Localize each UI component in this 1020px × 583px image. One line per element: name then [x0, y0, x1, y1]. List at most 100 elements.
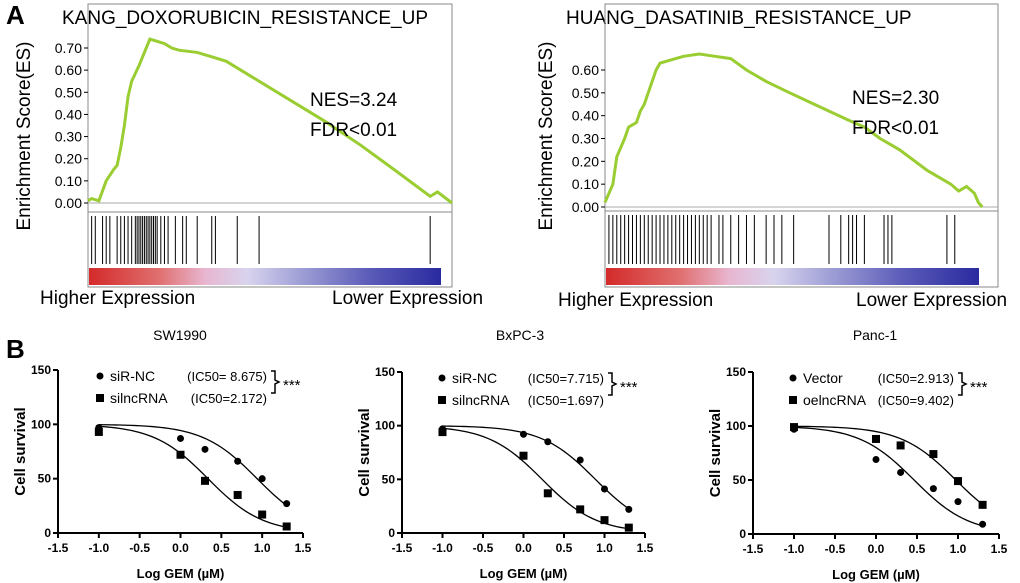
- y-tick-label: 0.00: [55, 195, 82, 211]
- y-tick-label: 0.50: [572, 85, 599, 101]
- y-axis-label: Enrichment Score(ES): [536, 41, 557, 230]
- panel-label-b: B: [6, 334, 25, 364]
- y-tick-label: 0.60: [572, 62, 599, 78]
- significance-label: ***: [620, 379, 638, 396]
- y-tick-label: 0.00: [572, 199, 599, 215]
- x-tick-label: 1.5: [295, 541, 312, 555]
- data-point-square: [896, 441, 905, 450]
- data-point-circle: [201, 445, 209, 453]
- higher-expression-label: Higher Expression: [558, 290, 713, 311]
- x-tick-label: 0.0: [172, 541, 189, 555]
- y-tick-label: 100: [31, 417, 51, 431]
- legend-label: oelncRNA: [803, 392, 867, 408]
- legend-label: siR-NC: [110, 368, 155, 384]
- x-tick-label: 1.5: [991, 542, 1008, 556]
- x-axis-label: Log GEM (µM): [137, 566, 225, 581]
- y-axis-label: Cell survival: [707, 409, 724, 497]
- data-point-square: [258, 510, 267, 519]
- x-tick-label: 0.5: [556, 541, 573, 555]
- y-tick-label: 0.10: [55, 173, 82, 189]
- legend-label: silncRNA: [110, 390, 168, 406]
- data-point-circle: [576, 456, 584, 464]
- data-point-circle: [177, 434, 184, 442]
- significance-label: ***: [970, 379, 988, 396]
- y-tick-label: 100: [726, 419, 746, 433]
- y-axis-label: Cell survival: [12, 407, 29, 495]
- data-point-square: [543, 489, 552, 498]
- data-point-circle: [929, 485, 937, 493]
- data-point-square: [519, 451, 528, 460]
- ic50-label: (IC50= 8.675): [187, 369, 267, 384]
- legend-marker-circle: [96, 372, 104, 380]
- panel-label-a: A: [6, 0, 25, 30]
- y-tick-label: 150: [31, 363, 51, 377]
- data-point-circle: [954, 498, 962, 506]
- fit-curve-siR-NC: [98, 424, 288, 507]
- data-point-square: [872, 434, 880, 443]
- ic50-label: (IC50=7.715): [528, 371, 604, 386]
- x-tick-label: -0.5: [473, 541, 494, 555]
- legend-marker-circle: [438, 374, 446, 382]
- ic50-label: (IC50=9.402): [878, 393, 954, 408]
- y-tick-label: 0: [44, 526, 51, 540]
- legend-marker-circle: [789, 374, 797, 382]
- x-tick-label: -1.5: [743, 542, 764, 556]
- x-tick-label: 1.5: [637, 541, 654, 555]
- significance-bracket: [271, 370, 281, 394]
- y-tick-label: 150: [726, 365, 746, 379]
- x-tick-label: 1.0: [254, 541, 271, 555]
- data-point-square: [790, 423, 798, 432]
- ic50-label: (IC50=1.697): [528, 393, 604, 408]
- y-tick-label: 0: [388, 526, 395, 540]
- data-point-circle: [625, 505, 633, 513]
- x-tick-label: -1.5: [48, 541, 69, 555]
- y-tick-label: 50: [733, 473, 747, 487]
- data-point-circle: [897, 468, 905, 476]
- data-point-square: [929, 450, 938, 459]
- rank-color-bar-0: [89, 268, 441, 285]
- lower-expression-label: Lower Expression: [332, 288, 483, 309]
- data-point-square: [576, 505, 585, 514]
- significance-label: ***: [283, 377, 301, 394]
- ic50-label: (IC50=2.172): [191, 391, 267, 406]
- y-tick-label: 0.20: [572, 153, 599, 169]
- data-point-circle: [258, 475, 266, 483]
- data-point-square: [624, 523, 633, 532]
- legend-marker-square: [96, 394, 104, 402]
- nes-label: NES=2.30: [852, 88, 939, 109]
- data-point-square: [438, 428, 447, 437]
- x-tick-label: 0.5: [213, 541, 230, 555]
- data-point-square: [954, 477, 962, 486]
- data-point-square: [600, 516, 609, 525]
- y-tick-label: 0.20: [55, 151, 82, 167]
- legend-label: siR-NC: [452, 370, 497, 386]
- gsea-frame-1: [604, 3, 999, 288]
- y-tick-label: 0: [739, 527, 746, 541]
- significance-bracket: [958, 372, 968, 396]
- ic50-label: (IC50=2.913): [878, 371, 954, 386]
- legend-marker-square: [789, 396, 797, 404]
- fit-curve-Vector: [793, 426, 983, 527]
- data-point-circle: [872, 455, 880, 463]
- x-axis-label: Log GEM (µM): [832, 567, 920, 582]
- x-tick-label: 1.0: [596, 541, 613, 555]
- nes-label: NES=3.24: [310, 90, 398, 111]
- y-tick-label: 0.40: [55, 106, 82, 122]
- data-point-square: [233, 490, 242, 499]
- data-point-square: [282, 522, 291, 531]
- gsea-frame-0: [87, 3, 453, 288]
- x-axis-label: Log GEM (µM): [480, 566, 568, 581]
- data-point-circle: [283, 500, 291, 508]
- data-point-square: [201, 476, 209, 485]
- fit-curve-silncRNA: [98, 425, 287, 528]
- x-tick-label: -1.0: [88, 541, 109, 555]
- x-tick-label: -1.0: [432, 541, 453, 555]
- y-axis-label: Cell survival: [356, 408, 373, 496]
- y-tick-label: 0.70: [55, 40, 82, 56]
- gsea-title-0: KANG_DOXORUBICIN_RESISTANCE_UP: [62, 8, 428, 29]
- chart-title: BxPC-3: [496, 327, 544, 343]
- data-point-square: [176, 450, 185, 459]
- y-tick-label: 0.60: [55, 62, 82, 78]
- y-tick-label: 0.40: [572, 108, 599, 124]
- fit-curve-siR-NC: [442, 425, 630, 510]
